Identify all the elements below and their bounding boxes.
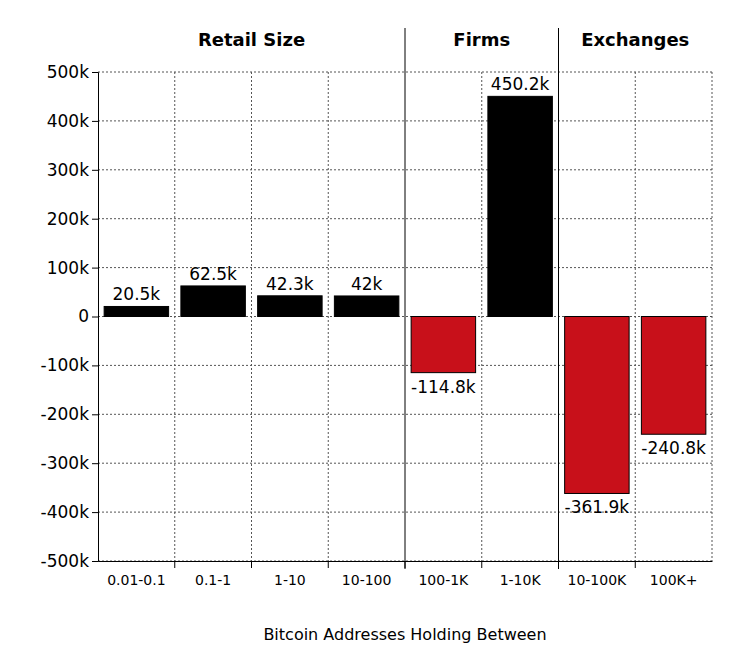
data-labels: 20.5k 62.5k 42.3k 42k -114.8k 450.2k -361.9k -2… xyxy=(113,74,707,517)
x-tick: 0.01-0.1 xyxy=(107,561,166,588)
x-tick-label: 1-10 xyxy=(274,572,306,588)
x-axis: 0.01-0.1 0.1-1 1-10 10-100 100-1K 1-10K 10-100… xyxy=(99,561,713,588)
data-label: -240.8k xyxy=(641,438,706,458)
y-tick: 200k xyxy=(47,209,98,229)
y-tick-label: 100k xyxy=(47,258,89,278)
y-tick-label: -100k xyxy=(41,355,90,375)
x-tick: 10-100K xyxy=(567,561,627,588)
y-axis: -500k -400k -300k -200k -100k 0 100k 200k 300k 40… xyxy=(41,62,99,571)
group-label: Retail Size xyxy=(198,29,305,50)
data-label: 42k xyxy=(351,274,383,294)
data-label: 62.5k xyxy=(189,264,237,284)
bar xyxy=(488,96,552,316)
y-tick: 100k xyxy=(47,258,98,278)
y-tick: -100k xyxy=(41,355,98,375)
group-divider xyxy=(405,28,406,569)
y-tick-mark xyxy=(92,365,98,366)
bar xyxy=(258,296,322,317)
category-boundary-tick xyxy=(328,561,329,568)
x-tick: 0.1-1 xyxy=(195,561,231,588)
y-tick-label: -500k xyxy=(41,551,90,571)
plot: -500k -400k -300k -200k -100k 0 100k 200k 300k 40… xyxy=(41,28,713,588)
category-boundary-tick xyxy=(635,561,636,568)
y-tick: -300k xyxy=(41,453,98,473)
y-tick-mark xyxy=(92,512,98,513)
x-tick-label: 10-100K xyxy=(567,572,627,588)
y-tick-label: -400k xyxy=(41,502,90,522)
y-tick-mark xyxy=(92,463,98,464)
group-divider xyxy=(558,28,559,569)
chart: -500k -400k -300k -200k -100k 0 100k 200k 300k 40… xyxy=(0,0,752,670)
x-tick: 100-1K xyxy=(418,561,469,588)
category-boundary-tick xyxy=(558,561,559,568)
y-tick-mark xyxy=(92,268,98,269)
y-tick-label: 200k xyxy=(47,209,89,229)
bar xyxy=(181,286,245,317)
y-tick-label: -300k xyxy=(41,453,90,473)
x-tick-label: 100K+ xyxy=(650,572,698,588)
y-tick: 500k xyxy=(47,62,98,82)
grid-line-vertical xyxy=(251,72,252,561)
y-tick: -500k xyxy=(41,551,98,571)
x-tick-label: 0.1-1 xyxy=(195,572,231,588)
y-tick-label: 400k xyxy=(47,111,89,131)
x-tick: 1-10 xyxy=(274,561,306,588)
data-label: -114.8k xyxy=(411,377,476,397)
bar xyxy=(565,317,629,494)
y-tick-mark xyxy=(92,121,98,122)
data-label: 450.2k xyxy=(491,74,550,94)
bar xyxy=(104,306,168,316)
y-tick: -200k xyxy=(41,404,98,424)
x-tick-label: 1-10K xyxy=(500,572,542,588)
y-tick-mark xyxy=(92,219,98,220)
category-boundary-tick xyxy=(251,561,252,568)
x-tick-label: 100-1K xyxy=(418,572,469,588)
y-tick: 300k xyxy=(47,160,98,180)
group-label: Firms xyxy=(453,29,510,50)
data-label: -361.9k xyxy=(565,497,630,517)
grid-line-vertical xyxy=(481,72,482,561)
x-tick: 10-100 xyxy=(342,561,392,588)
grid-line-vertical xyxy=(635,72,636,561)
y-axis-line xyxy=(92,73,99,562)
y-tick-label: 0 xyxy=(78,306,89,326)
x-tick-label: 0.01-0.1 xyxy=(107,572,166,588)
grid-line-vertical xyxy=(712,72,713,561)
bar xyxy=(641,317,705,435)
x-tick-label: 10-100 xyxy=(342,572,392,588)
y-tick: 400k xyxy=(47,111,98,131)
data-label: 42.3k xyxy=(266,274,314,294)
y-tick: -400k xyxy=(41,502,98,522)
x-tick: 100K+ xyxy=(650,561,698,588)
y-tick-mark xyxy=(92,72,98,73)
y-tick: 0 xyxy=(78,306,98,326)
data-label: 20.5k xyxy=(113,284,161,304)
y-tick-mark xyxy=(92,561,98,562)
y-tick-mark xyxy=(92,414,98,415)
grid-line-vertical xyxy=(328,72,329,561)
category-boundary-tick xyxy=(405,561,406,568)
grid-line-vertical xyxy=(174,72,175,561)
bar xyxy=(334,296,398,317)
group-label: Exchanges xyxy=(581,29,689,50)
category-boundary-tick xyxy=(174,561,175,568)
y-tick-label: 300k xyxy=(47,160,89,180)
bar xyxy=(411,317,475,373)
y-tick-mark xyxy=(92,170,98,171)
y-tick-mark xyxy=(92,317,98,318)
category-boundary-tick xyxy=(481,561,482,568)
x-tick: 1-10K xyxy=(500,561,542,588)
y-tick-label: 500k xyxy=(47,62,89,82)
y-tick-label: -200k xyxy=(41,404,90,424)
x-axis-title: Bitcoin Addresses Holding Between xyxy=(263,625,546,644)
